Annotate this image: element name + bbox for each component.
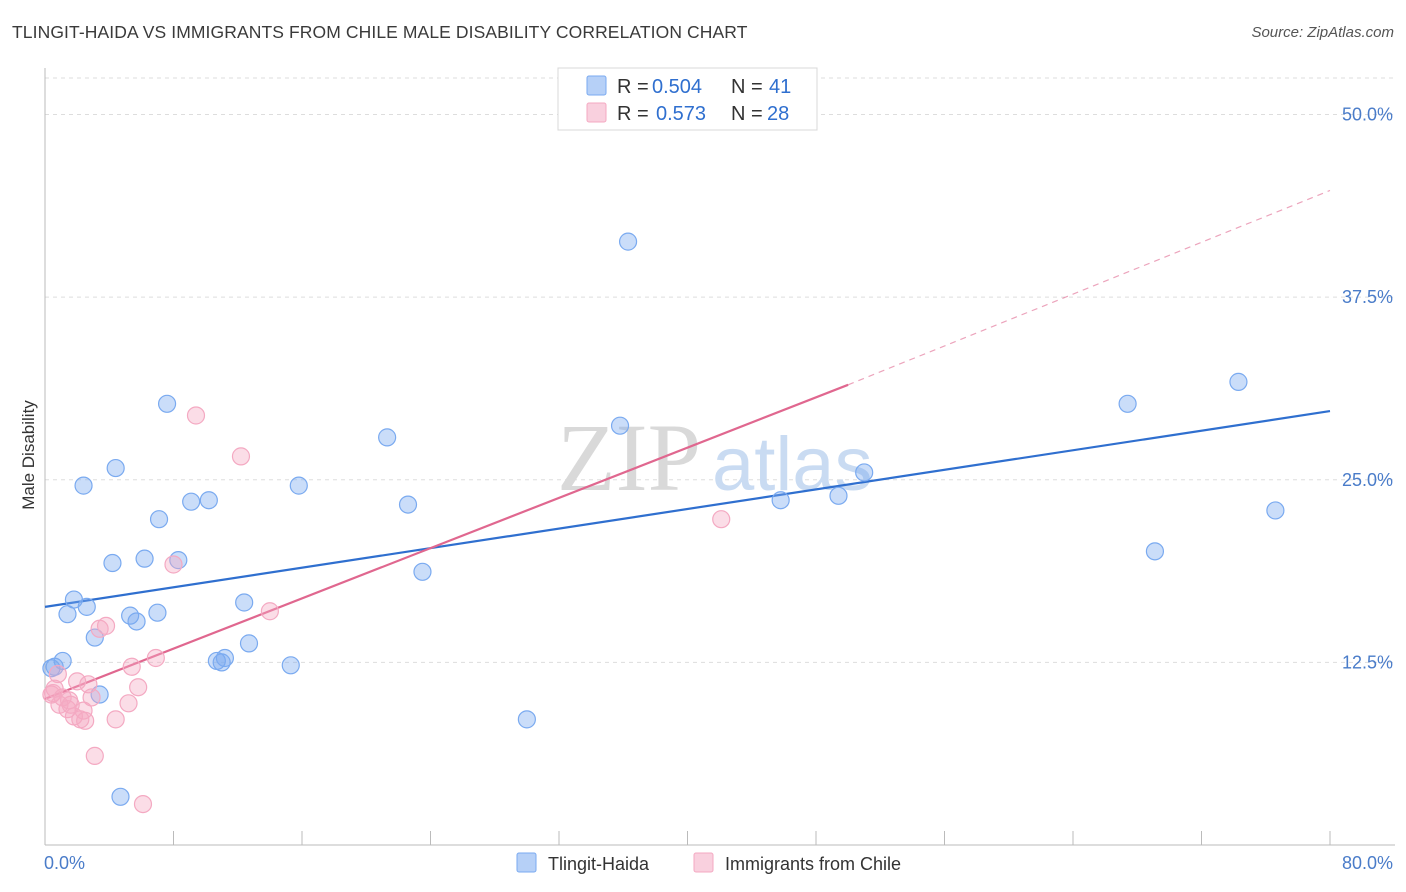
point-0-5 [74, 476, 93, 495]
watermark-zip: ZIP [557, 404, 701, 511]
point-0-14 [135, 549, 154, 568]
legend-n-value-2: 28 [767, 103, 789, 125]
point-0-32 [610, 416, 630, 435]
trend-lines [44, 189, 1331, 700]
watermark-atlas: atlas [712, 422, 873, 507]
trend-line-0 [44, 410, 1331, 608]
point-0-9 [103, 553, 122, 573]
axes [44, 68, 1395, 846]
point-0-27 [289, 476, 308, 495]
point-0-29 [398, 495, 418, 514]
legend-r-label-1: R = [617, 76, 649, 98]
legend-swatch-tlingit [586, 75, 607, 96]
point-0-16 [149, 510, 169, 529]
y-tick-label-1: 25.0% [1342, 470, 1393, 490]
legend-stats: R = 0.504 N = 41 R = 0.573 N = 28 [557, 67, 818, 131]
trend-line-1 [44, 383, 849, 700]
series-points-0 [42, 232, 1285, 806]
legend-bottom-label-chile: Immigrants from Chile [725, 854, 901, 874]
point-1-22 [129, 678, 148, 697]
point-1-10 [68, 672, 87, 691]
legend-n-value-1: 41 [769, 76, 791, 98]
point-0-7 [85, 628, 104, 647]
legend-r-label-2: R = [617, 103, 649, 125]
point-0-37 [1118, 394, 1137, 413]
point-0-26 [281, 656, 300, 675]
point-1-26 [186, 406, 206, 425]
legend-swatch-chile [586, 102, 607, 123]
legend-bottom-swatch-chile [693, 852, 714, 873]
watermark: ZIP atlas [557, 404, 873, 511]
x-tick-labels: 0.0% 80.0% [44, 853, 1393, 873]
point-1-25 [164, 555, 183, 574]
point-1-15 [82, 688, 101, 707]
point-0-30 [413, 562, 432, 581]
point-1-27 [231, 447, 251, 466]
chart-title: TLINGIT-HAIDA VS IMMIGRANTS FROM CHILE M… [12, 22, 748, 42]
point-0-6 [77, 597, 96, 616]
point-1-16 [85, 746, 104, 765]
point-0-10 [106, 458, 125, 478]
legend-bottom-label-tlingit: Tlingit-Haida [548, 854, 650, 874]
series-points-1 [42, 406, 731, 814]
point-0-15 [148, 603, 167, 622]
y-axis-label: Male Disability [19, 400, 38, 510]
point-0-28 [378, 428, 397, 447]
source-label: Source: ZipAtlas.com [1251, 24, 1394, 41]
point-0-17 [157, 394, 177, 413]
y-tick-labels: 12.5% 25.0% 37.5% 50.0% [1342, 105, 1393, 673]
legend-r-value-1: 0.504 [652, 76, 702, 98]
point-0-13 [127, 612, 146, 631]
point-1-28 [260, 602, 279, 621]
grid-lines [45, 77, 1395, 663]
point-0-11 [111, 787, 130, 806]
point-1-20 [119, 694, 138, 713]
x-tick-label-1: 80.0% [1342, 853, 1393, 873]
legend-series: Tlingit-Haida Immigrants from Chile [516, 852, 901, 874]
point-0-39 [1229, 372, 1248, 391]
point-0-24 [235, 593, 254, 612]
y-tick-label-2: 37.5% [1342, 287, 1393, 307]
point-0-34 [771, 491, 790, 510]
point-0-25 [239, 634, 259, 653]
point-1-24 [146, 648, 165, 668]
point-1-18 [96, 616, 116, 635]
point-0-36 [855, 463, 874, 482]
point-1-13 [76, 711, 95, 730]
data-points [42, 232, 1285, 814]
point-0-40 [1266, 501, 1285, 520]
y-tick-label-0: 12.5% [1342, 652, 1393, 672]
legend-r-value-2: 0.573 [656, 103, 706, 125]
point-0-19 [182, 492, 201, 511]
x-tick-label-0: 0.0% [44, 853, 85, 873]
point-0-35 [829, 486, 848, 505]
point-1-29 [712, 510, 731, 529]
point-1-19 [106, 710, 125, 729]
trend-extension-1 [847, 189, 1331, 386]
legend-n-label-1: N = [731, 76, 763, 98]
legend-n-label-2: N = [731, 103, 763, 125]
point-0-38 [1145, 542, 1165, 561]
point-0-20 [199, 491, 218, 510]
point-0-23 [215, 648, 234, 668]
y-tick-label-3: 50.0% [1342, 105, 1393, 125]
legend-bottom-swatch-tlingit [516, 852, 537, 873]
point-1-3 [48, 664, 67, 684]
point-0-31 [517, 710, 536, 729]
point-0-33 [618, 232, 638, 251]
point-1-21 [122, 657, 141, 676]
point-1-23 [133, 794, 153, 814]
